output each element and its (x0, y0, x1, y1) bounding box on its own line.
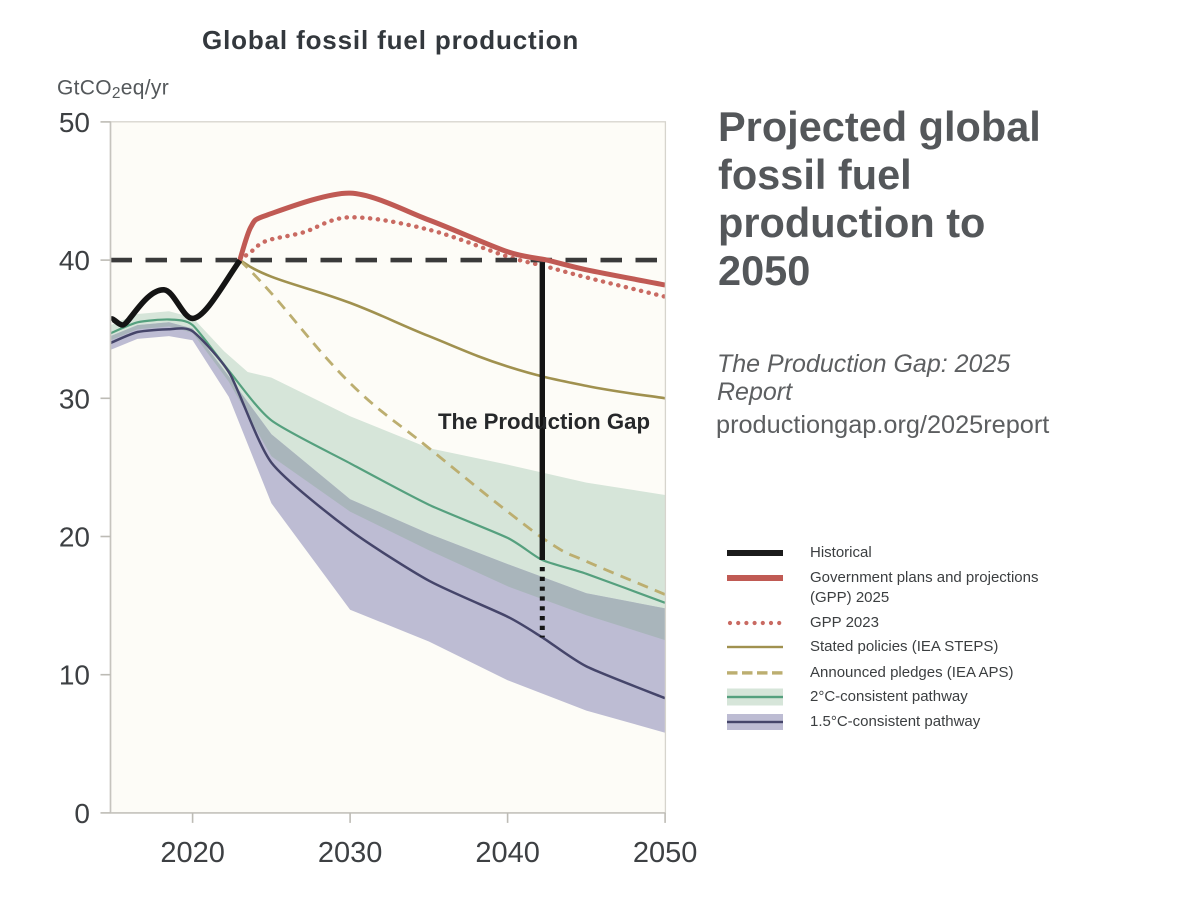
svg-text:Global fossil fuel production: Global fossil fuel production (202, 25, 579, 55)
svg-text:The Production Gap: The Production Gap (438, 409, 650, 434)
svg-text:40: 40 (59, 245, 90, 276)
svg-text:2050: 2050 (633, 837, 698, 869)
svg-text:2030: 2030 (318, 837, 383, 869)
svg-text:2020: 2020 (160, 837, 225, 869)
svg-text:50: 50 (59, 107, 90, 138)
svg-text:2040: 2040 (475, 837, 540, 869)
svg-text:20: 20 (59, 522, 90, 553)
svg-text:10: 10 (59, 660, 90, 691)
svg-text:GtCO2eq/yr: GtCO2eq/yr (57, 77, 169, 103)
svg-text:30: 30 (59, 383, 90, 414)
svg-text:0: 0 (74, 798, 90, 829)
